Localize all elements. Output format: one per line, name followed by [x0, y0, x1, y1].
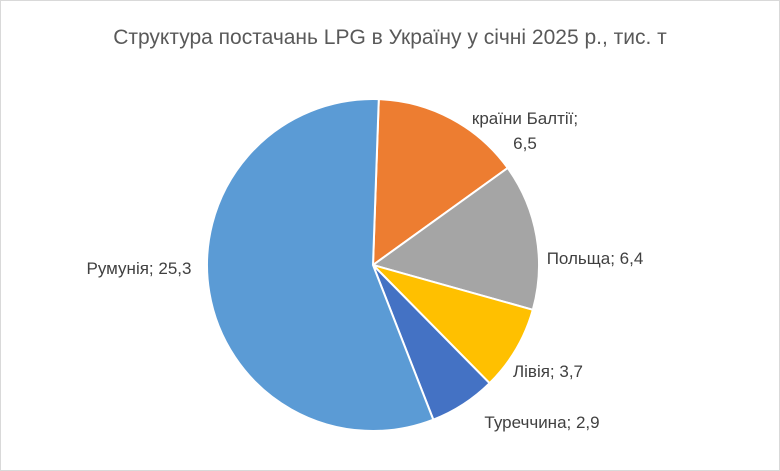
data-label-5: Румунія; 25,3 [87, 259, 192, 278]
pie-slice-3 [369, 263, 535, 385]
pie-slice-1 [371, 98, 510, 268]
data-label-line: 6,5 [513, 134, 537, 153]
data-label-line: країни Балтії; [472, 109, 578, 128]
data-label-line: Польща; 6,4 [547, 249, 644, 268]
data-label-1: країни Балтії; 6,5 [472, 109, 578, 153]
pie-slice-2 [370, 166, 540, 312]
data-label-4: Туреччина; 2,9 [484, 413, 599, 432]
data-label-2: Польща; 6,4 [547, 249, 644, 268]
data-label-3: Лівія; 3,7 [513, 362, 583, 381]
data-label-line: Лівія; 3,7 [513, 362, 583, 381]
data-label-line: Туреччина; 2,9 [484, 413, 599, 432]
chart-title: Структура постачань LPG в Україну у січн… [113, 26, 667, 49]
data-label-line: Румунія; 25,3 [87, 259, 192, 278]
pie-slice-5 [206, 98, 435, 432]
